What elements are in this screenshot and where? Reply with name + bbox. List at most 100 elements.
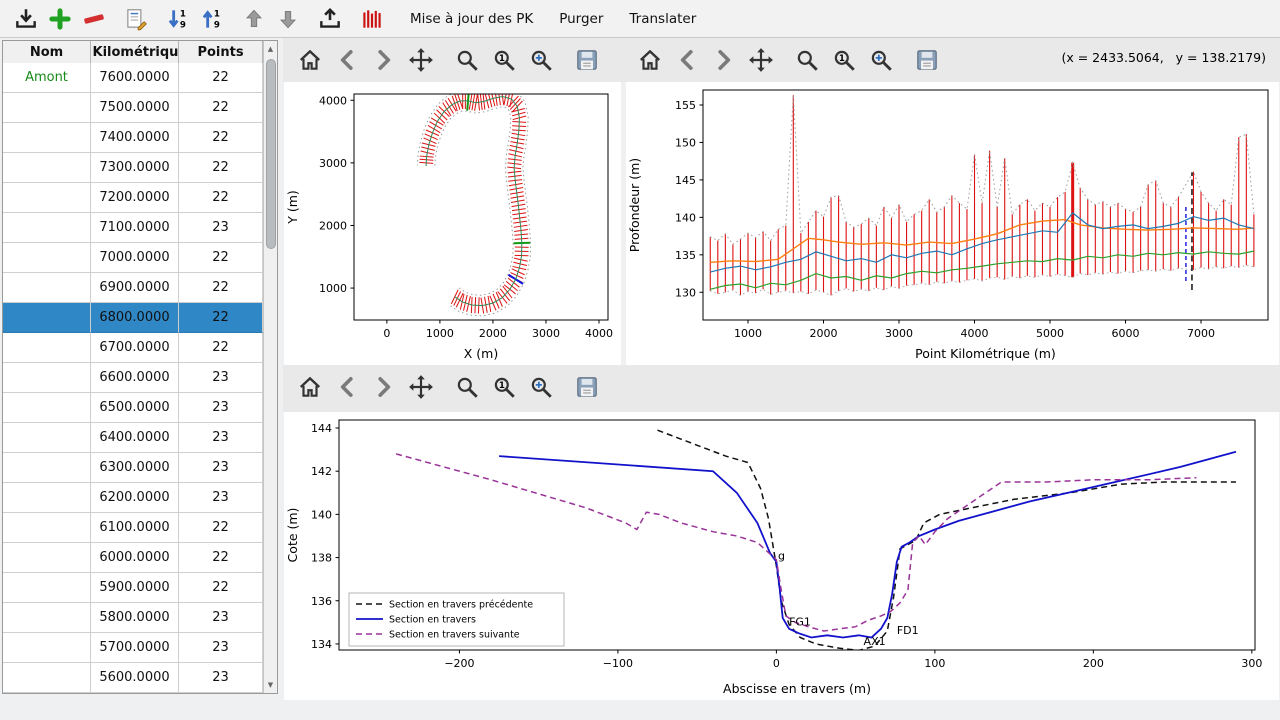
zoom-100-button[interactable]: 1 [489,45,519,75]
plan-chart[interactable]: 0 1000 2000 3000 4000 1000 2000 3000 4000 X (m) Y … [284,82,621,365]
table-row[interactable]: 7300.0000 22 [3,153,263,183]
table-row[interactable]: 6800.0000 22 [3,303,263,333]
cell-nom[interactable] [3,153,91,183]
scroll-up-arrow-icon[interactable]: ▲ [267,45,274,53]
cell-pk[interactable]: 7200.0000 [91,183,179,213]
save-button[interactable] [572,372,602,402]
cell-pk[interactable]: 6200.0000 [91,483,179,513]
pan-button[interactable] [746,45,776,75]
zoom-100-button[interactable]: 1 [829,45,859,75]
pan-button[interactable] [406,45,436,75]
home-button[interactable] [295,372,325,402]
cell-points[interactable]: 23 [179,393,263,423]
column-header-points[interactable]: Points [179,41,263,63]
cell-points[interactable]: 22 [179,153,263,183]
cell-points[interactable]: 22 [179,543,263,573]
cell-nom[interactable] [3,93,91,123]
cell-pk[interactable]: 6900.0000 [91,273,179,303]
pan-button[interactable] [406,372,436,402]
cell-pk[interactable]: 6400.0000 [91,423,179,453]
cell-pk[interactable]: 6600.0000 [91,363,179,393]
table-row[interactable]: 6700.0000 22 [3,333,263,363]
cell-pk[interactable]: 7600.0000 [91,63,179,93]
cell-points[interactable]: 23 [179,213,263,243]
move-up-button[interactable] [240,5,268,33]
table-row[interactable]: 5700.0000 23 [3,633,263,663]
forward-button[interactable] [369,45,399,75]
cell-nom[interactable] [3,513,91,543]
home-button[interactable] [635,45,665,75]
cell-pk[interactable]: 7100.0000 [91,213,179,243]
table-row[interactable]: 7200.0000 22 [3,183,263,213]
cell-pk[interactable]: 5700.0000 [91,633,179,663]
cell-nom[interactable] [3,363,91,393]
cell-nom[interactable] [3,273,91,303]
cell-nom[interactable] [3,573,91,603]
table-row[interactable]: 6100.0000 22 [3,513,263,543]
cell-nom[interactable] [3,393,91,423]
cell-points[interactable]: 23 [179,363,263,393]
cell-points[interactable]: 22 [179,333,263,363]
scroll-down-arrow-icon[interactable]: ▼ [267,681,274,689]
cell-pk[interactable]: 7300.0000 [91,153,179,183]
cell-nom[interactable] [3,243,91,273]
back-button[interactable] [332,372,362,402]
move-down-button[interactable] [274,5,302,33]
cell-nom[interactable] [3,603,91,633]
cell-points[interactable]: 22 [179,273,263,303]
cell-nom[interactable] [3,633,91,663]
cell-nom[interactable] [3,543,91,573]
cell-pk[interactable]: 5900.0000 [91,573,179,603]
save-button[interactable] [912,45,942,75]
cell-points[interactable]: 22 [179,243,263,273]
cell-nom[interactable] [3,213,91,243]
table-row[interactable]: 7000.0000 22 [3,243,263,273]
cell-pk[interactable]: 6300.0000 [91,453,179,483]
cell-nom[interactable] [3,453,91,483]
scrollbar-thumb[interactable] [265,59,276,249]
purge-button[interactable]: Purger [559,10,604,27]
table-row[interactable]: Amont 7600.0000 22 [3,63,263,93]
zoom-button[interactable] [792,45,822,75]
table-scrollbar[interactable]: ▲ ▼ [263,41,277,693]
back-button[interactable] [672,45,702,75]
home-button[interactable] [295,45,325,75]
zoom-100-button[interactable]: 1 [489,372,519,402]
zoom-region-button[interactable] [526,45,556,75]
cell-points[interactable]: 23 [179,423,263,453]
table-row[interactable]: 5600.0000 23 [3,663,263,693]
cell-points[interactable]: 22 [179,63,263,93]
cell-pk[interactable]: 6100.0000 [91,513,179,543]
cell-pk[interactable]: 7000.0000 [91,243,179,273]
zoom-region-button[interactable] [866,45,896,75]
column-header-nom[interactable]: Nom [3,41,91,63]
cell-points[interactable]: 22 [179,303,263,333]
cell-points[interactable]: 22 [179,573,263,603]
table-row[interactable]: 5900.0000 22 [3,573,263,603]
update-pk-button[interactable]: Mise à jour des PK [410,10,534,27]
table-row[interactable]: 6600.0000 23 [3,363,263,393]
table-row[interactable]: 5800.0000 23 [3,603,263,633]
cell-nom[interactable] [3,333,91,363]
column-header-pk[interactable]: t Kilométrique [91,41,179,63]
export-button[interactable] [316,5,344,33]
table-row[interactable]: 7100.0000 23 [3,213,263,243]
forward-button[interactable] [709,45,739,75]
table-row[interactable]: 6200.0000 23 [3,483,263,513]
cell-pk[interactable]: 5600.0000 [91,663,179,693]
save-button[interactable] [572,45,602,75]
import-button[interactable] [12,5,40,33]
zoom-button[interactable] [452,372,482,402]
cell-pk[interactable]: 7500.0000 [91,93,179,123]
cell-pk[interactable]: 6700.0000 [91,333,179,363]
table-row[interactable]: 6500.0000 23 [3,393,263,423]
table-row[interactable]: 6400.0000 23 [3,423,263,453]
table-row[interactable]: 7500.0000 22 [3,93,263,123]
zoom-region-button[interactable] [526,372,556,402]
back-button[interactable] [332,45,362,75]
cell-points[interactable]: 23 [179,483,263,513]
cell-points[interactable]: 22 [179,93,263,123]
cell-pk[interactable]: 7400.0000 [91,123,179,153]
